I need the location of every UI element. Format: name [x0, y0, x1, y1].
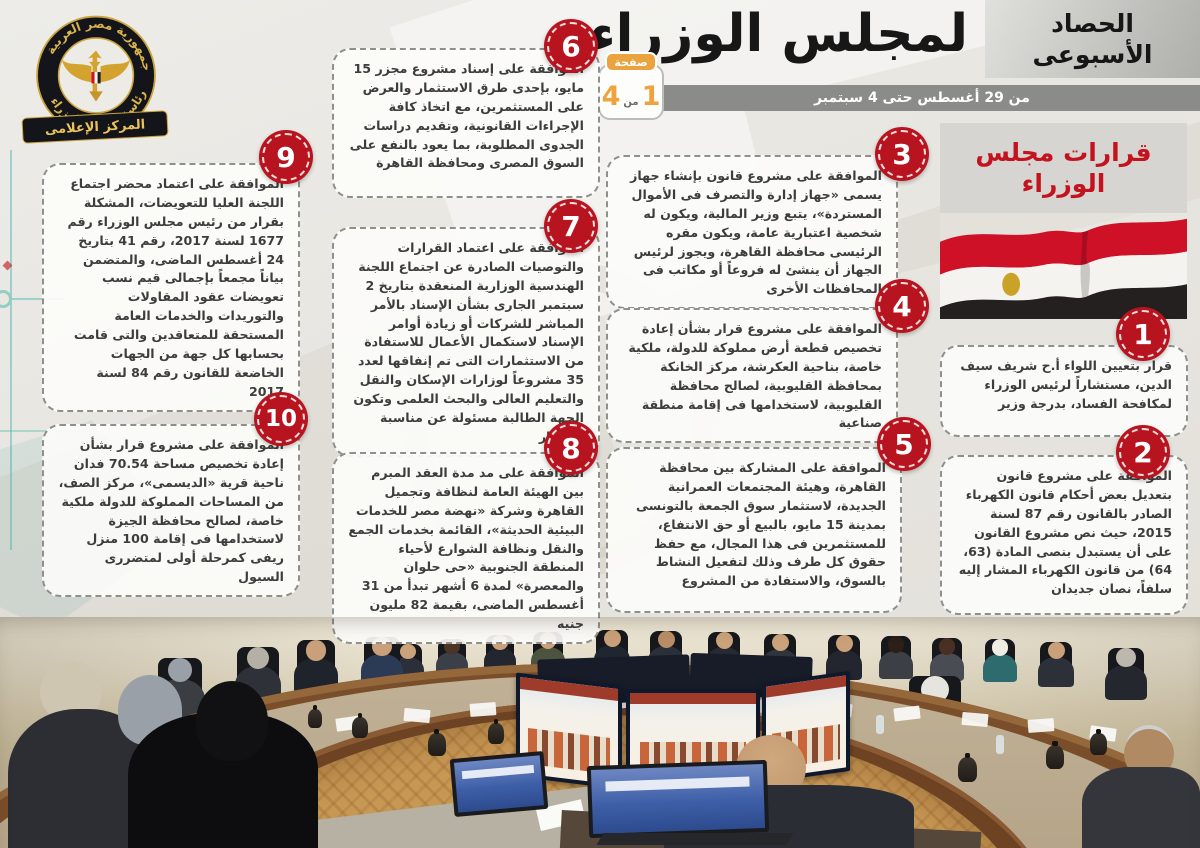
decision-box-6: الموافقة على إسناد مشروع مجزر 15 مايو، ب…: [332, 48, 600, 198]
paper-sheet: [403, 707, 431, 724]
program-title: الحصاد الأسبوعى: [1032, 8, 1153, 69]
program-title-panel: الحصاد الأسبوعى: [985, 0, 1200, 78]
date-range-bar: من 29 أغسطس حتى 4 سبتمبر: [644, 85, 1200, 111]
decisions-section-header: قرارات مجلس الوزراء: [940, 123, 1187, 213]
egypt-flag-icon: [940, 218, 1187, 319]
decision-number-badge-5: 5: [877, 417, 931, 471]
person-head: [1047, 642, 1065, 659]
coffee-kettle: [488, 719, 504, 744]
person-head: [657, 631, 675, 648]
decision-box-2: الموافقة على مشروع قانون بتعديل بعض أحكا…: [940, 455, 1188, 615]
decision-number-badge-3: 3: [875, 127, 929, 181]
page-indicator: صفحة 1 من 4: [598, 52, 664, 122]
decision-box-3: الموافقة على مشروع قانون بإنشاء جهاز يسم…: [606, 155, 898, 310]
coffee-kettle: [958, 752, 978, 783]
decision-number-badge-7: 7: [544, 199, 598, 253]
page-total: 4: [601, 80, 621, 112]
water-bottle: [876, 715, 884, 734]
eagle-icon: [62, 50, 130, 102]
paper-sheet: [961, 711, 989, 728]
person-head: [835, 635, 853, 652]
decision-number-badge-9: 9: [259, 130, 313, 184]
page-separator: من: [623, 96, 639, 108]
red-dot-decoration: [2, 260, 13, 271]
person-right-edge-body: [1082, 767, 1200, 848]
decision-number-badge-4: 4: [875, 279, 929, 333]
decisions-section-title: قرارات مجلس الوزراء: [975, 137, 1152, 198]
laptop-left: [449, 751, 549, 817]
coffee-kettle: [308, 705, 323, 728]
egypt-flag: [940, 213, 1187, 319]
person-head: [991, 639, 1009, 656]
person-foreground-black-hijab-head: [196, 681, 268, 761]
person-head: [771, 634, 789, 651]
person-head: [938, 638, 956, 655]
paper-sheet: [469, 702, 497, 717]
person-head: [887, 636, 905, 653]
person-head: [246, 646, 270, 669]
decision-number-badge-6: 6: [544, 19, 598, 73]
person-body: [982, 653, 1018, 683]
person-head: [1116, 647, 1136, 668]
decision-box-10: الموافقة على مشروع قرار بشأن إعادة تخصيص…: [42, 424, 300, 598]
decision-box-8: الموافقة على مد مدة العقد المبرم بين اله…: [332, 452, 600, 645]
person-body: [1038, 657, 1074, 687]
person-body: [878, 650, 914, 680]
laptop-right-base: [596, 833, 794, 845]
cabinet-meeting-photo: [0, 617, 1200, 848]
decision-number-badge-10: 10: [254, 392, 308, 446]
laptop-right: [586, 759, 770, 839]
person-head: [603, 630, 621, 647]
cabinet-media-center-logo: جمهورية مصر العربية رئاسة مجلس الوزراء ا…: [21, 12, 169, 148]
person-body: [1105, 665, 1147, 700]
decision-number-badge-8: 8: [544, 421, 598, 475]
page-indicator-numbers: 1 من 4: [598, 64, 664, 120]
decision-number-badge-2: 2: [1116, 425, 1170, 479]
person-head: [715, 632, 733, 649]
person-head: [305, 640, 327, 661]
water-bottle: [996, 735, 1004, 754]
page-indicator-label: صفحة: [605, 52, 657, 72]
decision-number-badge-1: 1: [1116, 307, 1170, 361]
decision-box-9: الموافقة على اعتماد محضر اجتماع اللجنة ا…: [42, 163, 300, 412]
person-head: [168, 657, 192, 682]
circuit-node-decoration: [0, 290, 12, 308]
circuit-line-decoration: [10, 150, 12, 550]
coffee-kettle: [1046, 740, 1065, 770]
decision-box-4: الموافقة على مشروع قرار بشأن إعادة تخصيص…: [606, 308, 898, 444]
page-current: 1: [641, 80, 661, 112]
paper-sheet: [1027, 718, 1055, 733]
coffee-kettle: [352, 713, 368, 738]
coffee-kettle: [1090, 728, 1107, 756]
decision-box-5: الموافقة على المشاركة بين محافظة القاهرة…: [606, 447, 902, 613]
person-head: [400, 643, 416, 660]
coffee-kettle: [428, 728, 446, 757]
